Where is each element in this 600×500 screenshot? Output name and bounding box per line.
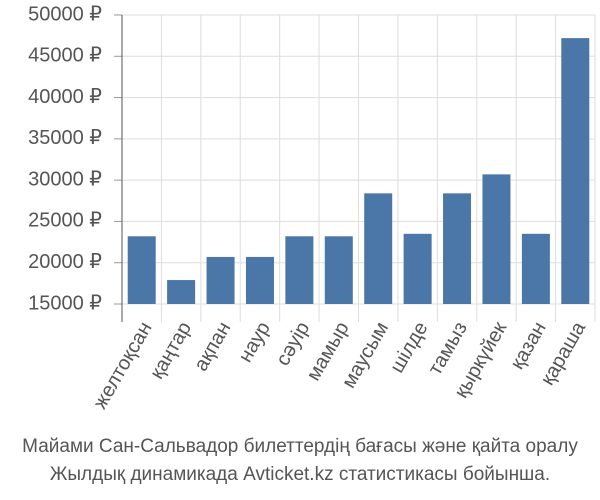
x-tick-label: желтоқсан: [89, 318, 156, 413]
bar: [245, 256, 274, 304]
y-tick-label: 20000 ₽: [28, 251, 102, 273]
x-tick-label: сәуір: [272, 318, 314, 369]
x-tick-label: наур: [234, 318, 274, 366]
bar: [324, 236, 353, 304]
bar: [167, 280, 196, 304]
bar: [403, 233, 432, 304]
bar: [206, 256, 235, 304]
bar: [482, 174, 511, 304]
bar: [521, 233, 550, 304]
y-tick-label: 40000 ₽: [28, 86, 102, 108]
bar: [127, 236, 156, 304]
bar: [285, 236, 314, 304]
bar: [561, 38, 590, 305]
y-tick-label: 35000 ₽: [28, 127, 102, 149]
y-tick-label: 30000 ₽: [28, 168, 102, 190]
bar: [443, 193, 472, 304]
chart-subtitle: Жылдық динамикада Avticket.kz статистика…: [50, 464, 550, 485]
y-tick-label: 25000 ₽: [28, 210, 102, 232]
chart-title: Майами Сан-Сальвадор билеттердің бағасы …: [22, 436, 578, 457]
bar: [364, 193, 393, 304]
y-tick-label: 50000 ₽: [28, 3, 102, 25]
x-tick-label: ақпан: [190, 318, 235, 375]
y-tick-label: 15000 ₽: [28, 292, 102, 314]
y-tick-label: 45000 ₽: [28, 45, 102, 67]
